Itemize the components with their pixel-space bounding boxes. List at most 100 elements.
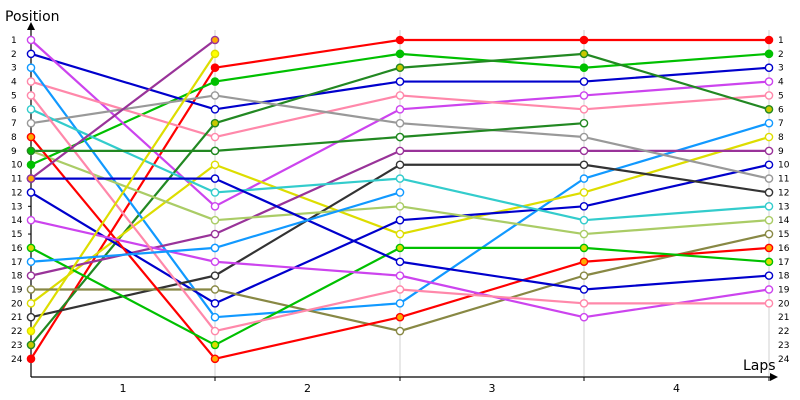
data-point bbox=[26, 118, 36, 128]
data-point bbox=[210, 146, 220, 156]
data-point bbox=[210, 35, 220, 45]
y-tick-label-right: 7 bbox=[778, 119, 784, 129]
data-point bbox=[26, 105, 36, 114]
data-point bbox=[26, 132, 36, 142]
data-point bbox=[764, 257, 774, 267]
data-point bbox=[210, 160, 220, 170]
y-tick-label-left: 24 bbox=[11, 355, 23, 365]
data-point bbox=[210, 229, 220, 239]
data-point bbox=[579, 202, 589, 211]
y-tick-label-left: 17 bbox=[11, 258, 22, 268]
x-tick-label: 2 bbox=[304, 382, 311, 395]
y-tick-label-left: 12 bbox=[11, 188, 22, 198]
y-tick-label-left: 7 bbox=[11, 119, 17, 129]
y-tick-label-left: 19 bbox=[11, 285, 23, 295]
y-tick-label-left: 3 bbox=[11, 64, 17, 74]
data-point bbox=[764, 105, 774, 114]
data-point bbox=[395, 326, 405, 336]
y-tick-label-left: 22 bbox=[11, 327, 22, 337]
data-point bbox=[210, 105, 220, 114]
data-point bbox=[26, 299, 36, 308]
y-tick-label-right: 5 bbox=[778, 91, 784, 101]
data-point bbox=[26, 174, 36, 183]
data-point bbox=[26, 35, 36, 45]
data-point bbox=[210, 77, 220, 86]
data-point bbox=[579, 174, 589, 183]
data-point bbox=[26, 340, 36, 350]
data-point bbox=[26, 188, 36, 197]
y-tick-label-left: 14 bbox=[11, 216, 23, 226]
y-tick-label-right: 24 bbox=[778, 355, 790, 365]
data-point bbox=[395, 160, 405, 170]
data-point bbox=[26, 91, 36, 100]
y-tick-label-left: 11 bbox=[11, 175, 22, 185]
data-point bbox=[210, 299, 220, 308]
y-tick-label-right: 17 bbox=[778, 258, 789, 268]
data-point bbox=[395, 202, 405, 211]
y-tick-label-right: 9 bbox=[778, 147, 784, 157]
x-axis-arrow bbox=[770, 373, 778, 381]
data-point bbox=[395, 243, 405, 253]
data-point bbox=[579, 91, 589, 100]
data-point bbox=[764, 202, 774, 211]
data-point bbox=[395, 91, 405, 100]
data-point bbox=[395, 174, 405, 183]
data-point bbox=[210, 215, 220, 225]
y-tick-label-right: 12 bbox=[778, 188, 789, 198]
y-tick-label-left: 16 bbox=[11, 244, 23, 254]
data-point bbox=[579, 146, 589, 156]
data-point bbox=[395, 229, 405, 239]
y-tick-label-left: 18 bbox=[11, 272, 23, 282]
data-point bbox=[26, 49, 36, 59]
y-tick-label-left: 21 bbox=[11, 313, 22, 323]
data-point bbox=[210, 271, 220, 280]
data-point bbox=[579, 229, 589, 239]
data-point bbox=[764, 132, 774, 142]
data-point bbox=[395, 299, 405, 308]
data-point bbox=[395, 132, 405, 142]
data-point bbox=[26, 271, 36, 280]
data-point bbox=[210, 174, 220, 183]
y-tick-label-left: 15 bbox=[11, 230, 22, 240]
y-tick-label-right: 8 bbox=[778, 133, 784, 143]
data-point bbox=[26, 63, 36, 73]
y-tick-label-right: 22 bbox=[778, 327, 789, 337]
data-point bbox=[764, 35, 774, 45]
data-point bbox=[579, 285, 589, 294]
data-point bbox=[579, 35, 589, 45]
y-tick-label-left: 1 bbox=[11, 36, 17, 46]
data-point bbox=[764, 118, 774, 128]
data-point bbox=[579, 188, 589, 197]
data-point bbox=[579, 160, 589, 170]
data-point bbox=[764, 243, 774, 253]
data-point bbox=[210, 243, 220, 253]
data-point bbox=[579, 63, 589, 73]
y-tick-label-right: 19 bbox=[778, 285, 790, 295]
marker-layer bbox=[26, 35, 774, 364]
data-point bbox=[26, 77, 36, 86]
data-point bbox=[764, 215, 774, 225]
data-point bbox=[26, 285, 36, 294]
data-point bbox=[210, 49, 220, 59]
data-point bbox=[210, 91, 220, 100]
y-tick-label-right: 23 bbox=[778, 341, 789, 351]
data-point bbox=[764, 49, 774, 59]
data-point bbox=[579, 132, 589, 142]
data-point bbox=[579, 77, 589, 86]
data-point bbox=[395, 63, 405, 73]
x-tick-label: 1 bbox=[120, 382, 127, 395]
y-tick-label-right: 1 bbox=[778, 36, 784, 46]
y-tick-label-right: 6 bbox=[778, 105, 784, 115]
data-point bbox=[764, 271, 774, 280]
y-tick-label-left: 23 bbox=[11, 341, 22, 351]
data-point bbox=[395, 77, 405, 86]
y-tick-label-left: 10 bbox=[11, 161, 23, 171]
data-point bbox=[395, 105, 405, 114]
data-point bbox=[210, 326, 220, 336]
data-point bbox=[764, 63, 774, 73]
series-segment bbox=[399, 122, 585, 139]
series-segment bbox=[30, 39, 216, 180]
